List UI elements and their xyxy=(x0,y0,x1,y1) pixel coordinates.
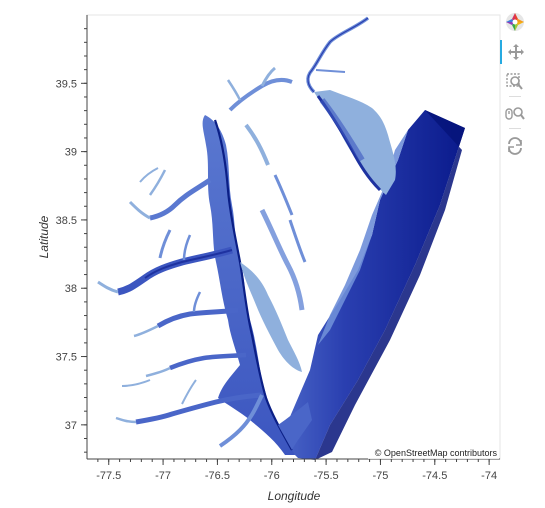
plot-toolbar xyxy=(500,10,532,160)
box-zoom-icon[interactable] xyxy=(502,70,528,94)
wheel-zoom-icon[interactable] xyxy=(502,102,528,126)
x-axis: -77.5 -77 -76.5 -76 -75.5 -75 -74.5 -74 xyxy=(87,458,500,482)
map-attribution[interactable]: © OpenStreetMap contributors xyxy=(375,448,498,458)
y-tick-label: 39 xyxy=(65,147,77,159)
x-tick-label: -76 xyxy=(264,470,280,482)
y-tick-label: 37.5 xyxy=(56,352,77,364)
chesapeake-bay xyxy=(202,115,295,455)
western-tributaries xyxy=(97,167,264,448)
x-tick-label: -75 xyxy=(372,470,388,482)
atlantic-deep-edge xyxy=(315,110,465,460)
y-tick-label: 39.5 xyxy=(56,78,77,90)
reset-icon[interactable] xyxy=(502,134,528,158)
bay-mouth xyxy=(278,402,312,450)
atlantic-shelf xyxy=(280,110,465,460)
x-tick-label: -76.5 xyxy=(205,470,230,482)
x-tick-label: -77.5 xyxy=(96,470,121,482)
x-tick-label: -77 xyxy=(155,470,171,482)
toolbar-separator xyxy=(509,128,521,129)
x-tick-label: -74 xyxy=(481,470,497,482)
pan-icon[interactable] xyxy=(500,40,530,64)
attribution-background xyxy=(368,447,499,459)
y-tick-label: 38 xyxy=(65,283,77,295)
bokeh-logo-icon[interactable] xyxy=(502,10,528,34)
map-frame xyxy=(86,14,501,460)
x-tick-label: -74.5 xyxy=(422,470,447,482)
y-axis: 37 37.5 38 38.5 39 39.5 xyxy=(56,15,88,459)
eastern-shore-fringe xyxy=(240,262,302,372)
y-axis-label: Latitude xyxy=(37,215,51,258)
x-tick-label: -75.5 xyxy=(314,470,339,482)
bathymetry-layer xyxy=(97,16,465,460)
y-tick-label: 37 xyxy=(65,420,77,432)
x-axis-label: Longitude xyxy=(268,489,321,503)
y-tick-label: 38.5 xyxy=(56,215,77,227)
toolbar-separator xyxy=(509,96,521,97)
chesapeake-channel xyxy=(213,119,293,451)
